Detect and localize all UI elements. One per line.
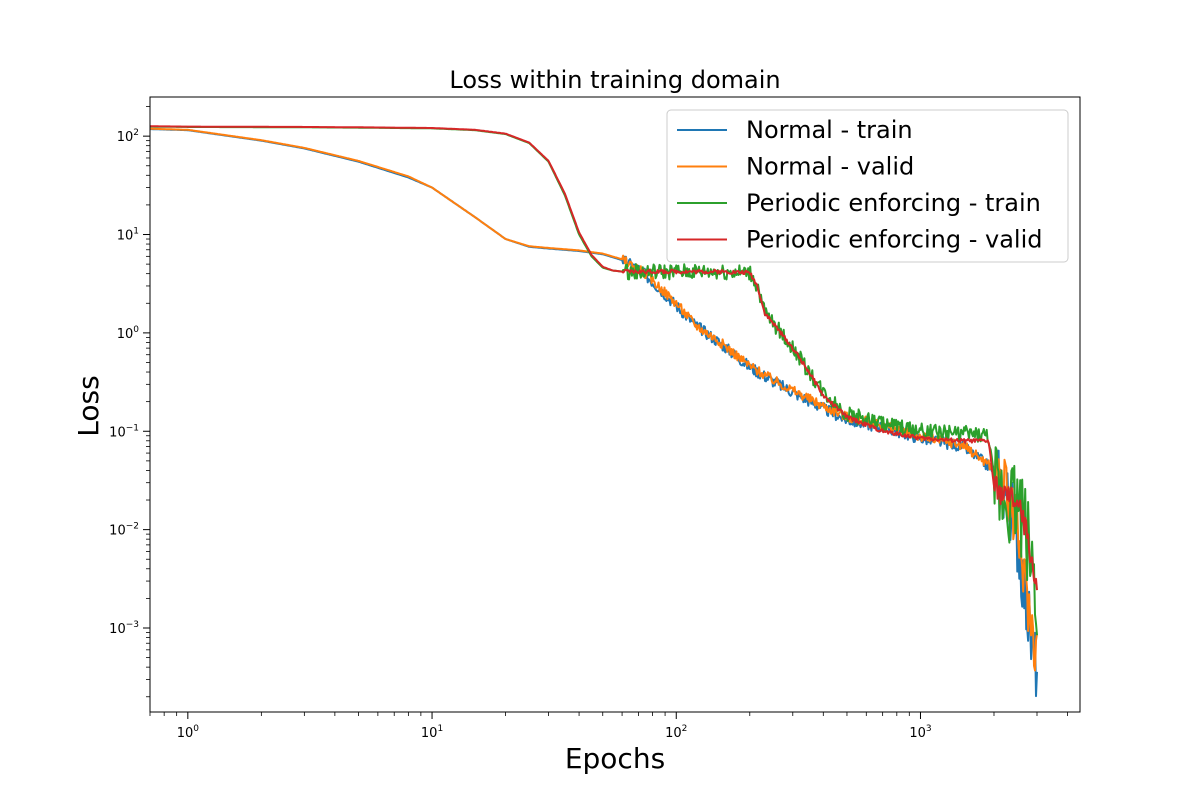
axes-layer [149,96,1081,713]
x-axis-label: Epochs [565,742,665,775]
chart-title: Loss within training domain [449,66,780,94]
y-tick-label-2: 10−1 [109,423,139,440]
ticks-layer: 100 101 102 103 10−3 10−2 10−1 100 101 102 [109,106,1068,741]
legend-label-0: Normal - train [746,116,913,144]
series-layer [150,125,1038,698]
series-line-3 [150,125,1038,591]
y-tick-label-1: 10−2 [109,522,139,539]
legend-label-2: Periodic enforcing - train [746,189,1041,217]
legend: Normal - train Normal - valid Periodic enf… [666,109,1069,263]
y-tick-label-3: 100 [117,325,140,342]
y-axis-label: Loss [72,375,105,436]
y-tick-label-0: 10−3 [109,620,139,637]
x-tick-label-1: 101 [421,724,443,741]
x-tick-label-0: 100 [177,724,200,741]
y-tick-label-5: 102 [117,128,139,145]
plot-frame [149,96,1081,713]
x-tick-label-3: 103 [909,724,931,741]
series-line-1 [150,127,1038,672]
x-tick-label-2: 102 [665,724,687,741]
y-tick-label-4: 101 [117,227,139,244]
legend-label-3: Periodic enforcing - valid [746,226,1042,254]
legend-box [666,109,1069,263]
legend-label-1: Normal - valid [746,153,914,181]
